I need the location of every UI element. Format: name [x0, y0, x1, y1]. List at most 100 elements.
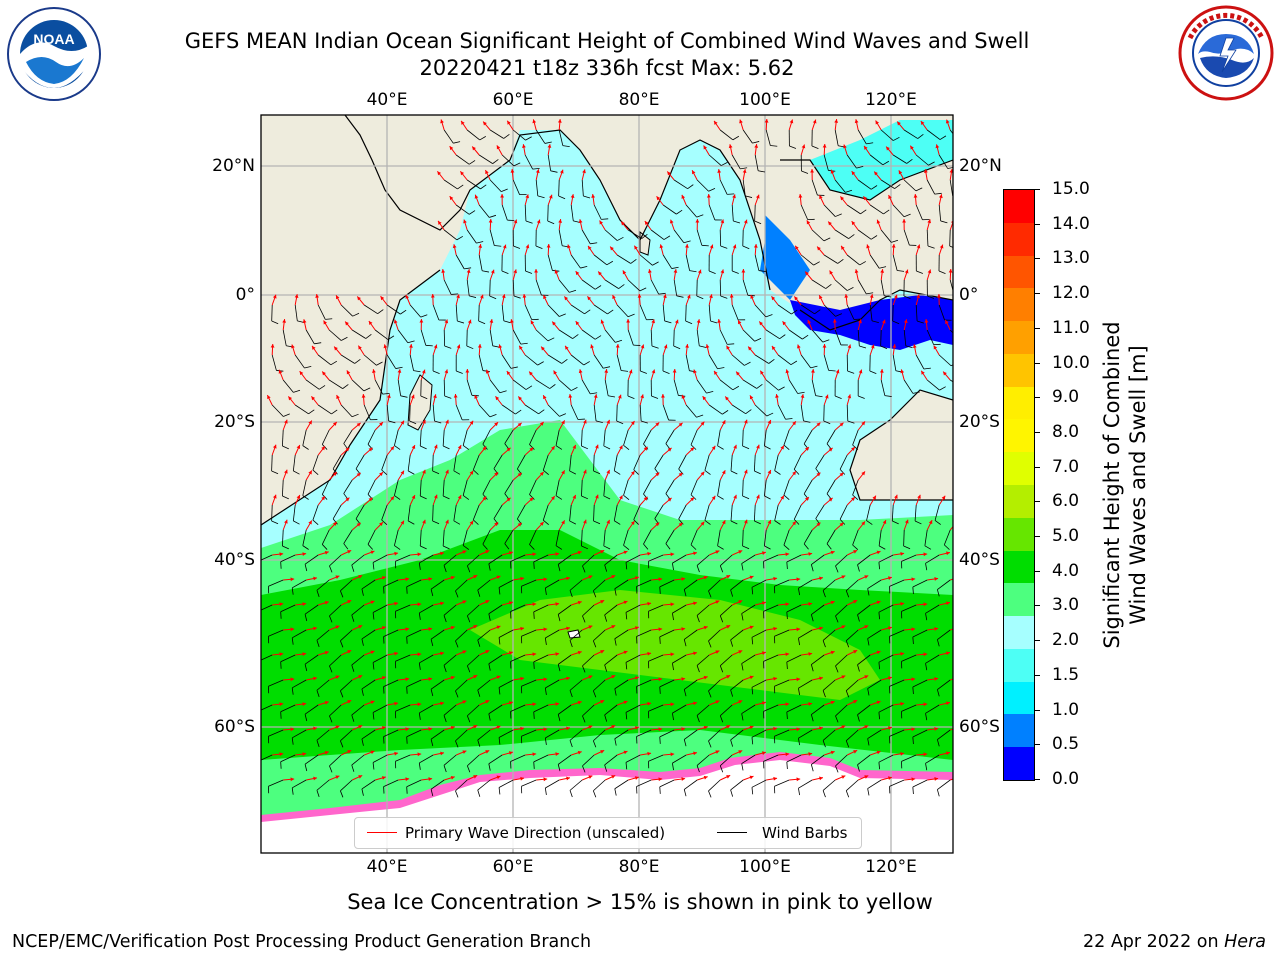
wave-direction-arrowhead: [634, 626, 639, 630]
wind-barb-staff: [383, 579, 399, 587]
wave-direction-arrowhead: [508, 601, 513, 605]
wave-direction-arrowhead: [541, 346, 545, 351]
wind-barb-staff: [489, 129, 504, 139]
wind-barb-flag: [858, 395, 865, 399]
wave-direction-arrowhead: [749, 775, 754, 780]
wave-height-low-region: [760, 215, 810, 300]
footer-host: Hera: [1224, 932, 1266, 952]
wind-barb-flag: [878, 545, 886, 550]
wave-direction-arrowhead: [805, 447, 809, 451]
wind-barb-flag: [569, 520, 577, 525]
wind-barb-staff: [869, 154, 884, 166]
wind-barb-staff: [742, 429, 744, 447]
wind-barb-flag: [791, 309, 798, 315]
wind-barb-staff: [524, 404, 539, 415]
wind-barb-flag: [618, 284, 625, 289]
wind-barb-staff: [466, 179, 481, 190]
wave-direction-arrowhead: [400, 520, 404, 525]
wave-direction-arrowhead: [861, 471, 866, 476]
wind-barb-staff: [857, 129, 867, 145]
wind-barb-flag: [756, 383, 763, 389]
wave-direction-arrowhead: [721, 520, 726, 525]
wave-direction-arrowhead: [347, 700, 352, 704]
wind-barb-flag: [708, 590, 712, 598]
wind-barb-staff: [901, 554, 917, 562]
wave-direction-arrowhead: [356, 422, 361, 427]
wind-barb-staff: [261, 604, 273, 611]
wind-barb-flag: [592, 690, 597, 698]
wave-direction-arrowhead: [290, 577, 295, 582]
wind-barb-staff: [786, 654, 802, 663]
wind-barb-flag: [382, 392, 390, 395]
wind-barb-flag: [845, 690, 850, 698]
wind-barb-staff: [673, 179, 688, 190]
wave-direction-arrowhead: [828, 221, 832, 226]
wave-direction-arrowhead: [381, 726, 386, 730]
wind-barb-staff: [753, 454, 756, 471]
wind-barb-flag: [430, 689, 434, 697]
wave-direction-arrowhead: [670, 602, 675, 607]
wind-barb-staff: [878, 654, 894, 663]
wave-direction-arrowhead: [564, 296, 569, 301]
wave-direction-arrowhead: [714, 120, 718, 125]
wave-direction-arrowhead: [335, 775, 340, 779]
wind-barb-staff: [455, 729, 468, 742]
wave-direction-arrowhead: [749, 625, 754, 630]
wind-barb-flag: [477, 789, 481, 797]
wave-direction-arrowhead: [789, 119, 794, 124]
wave-direction-arrowhead: [324, 750, 329, 755]
wind-barb-flag: [651, 395, 659, 399]
wave-direction-arrowhead: [923, 652, 928, 657]
wind-barb-staff: [869, 304, 873, 321]
wind-barb-flag: [409, 420, 417, 425]
wave-direction-arrowhead: [379, 422, 383, 427]
wave-direction-arrowhead: [272, 444, 277, 449]
wave-direction-arrowhead: [853, 650, 858, 654]
wind-barb-staff: [822, 579, 836, 591]
wind-barb-flag: [443, 665, 447, 673]
wind-barb-flag: [859, 345, 867, 349]
wind-barb-flag: [593, 470, 601, 475]
wind-barb-flag: [665, 493, 671, 500]
wind-barb-flag: [498, 637, 501, 645]
wind-barb-staff: [650, 329, 653, 347]
wave-direction-arrowhead: [462, 600, 467, 604]
wind-barb-staff: [696, 379, 707, 394]
wave-direction-arrowhead: [630, 470, 635, 475]
wind-barb-flag: [730, 520, 738, 525]
wave-direction-arrowhead: [482, 496, 487, 501]
wind-barb-flag: [457, 184, 464, 190]
wave-direction-arrowhead: [822, 144, 827, 148]
colorbar-tick-mark: [1034, 466, 1040, 468]
wave-direction-arrowhead: [621, 221, 625, 226]
wind-barb-flag: [801, 170, 809, 174]
wave-direction-arrowhead: [709, 294, 713, 299]
wind-barb-flag: [798, 638, 800, 646]
wind-barb-staff: [547, 354, 562, 364]
colorbar-tick-mark: [1034, 605, 1040, 607]
wave-direction-arrowhead: [440, 651, 444, 656]
wave-direction-arrowhead: [773, 626, 778, 631]
wave-direction-arrowhead: [843, 144, 847, 149]
wind-barb-flag: [537, 195, 545, 199]
wind-barb-flag: [614, 788, 617, 796]
wind-barb-staff: [467, 554, 480, 567]
wind-barb-staff: [443, 654, 457, 666]
wind-barb-flag: [442, 445, 450, 450]
wind-barb-flag: [544, 637, 547, 645]
wind-barb-staff: [754, 254, 760, 271]
wind-barb-flag: [912, 737, 914, 745]
wave-direction-arrowhead: [949, 169, 953, 173]
wave-direction-arrowhead: [517, 472, 522, 477]
wave-direction-arrowhead: [372, 369, 376, 373]
wave-direction-arrowhead: [851, 171, 856, 176]
wind-barb-flag: [708, 690, 712, 698]
wind-barb-staff: [708, 404, 723, 415]
wind-barb-flag: [538, 409, 545, 415]
wave-direction-arrowhead: [278, 369, 283, 374]
wave-direction-arrowhead: [816, 422, 821, 427]
wind-barb-flag: [569, 790, 573, 798]
wind-barb-flag: [580, 265, 588, 269]
wave-direction-arrowhead: [525, 194, 530, 199]
wind-barb-flag: [282, 545, 289, 550]
